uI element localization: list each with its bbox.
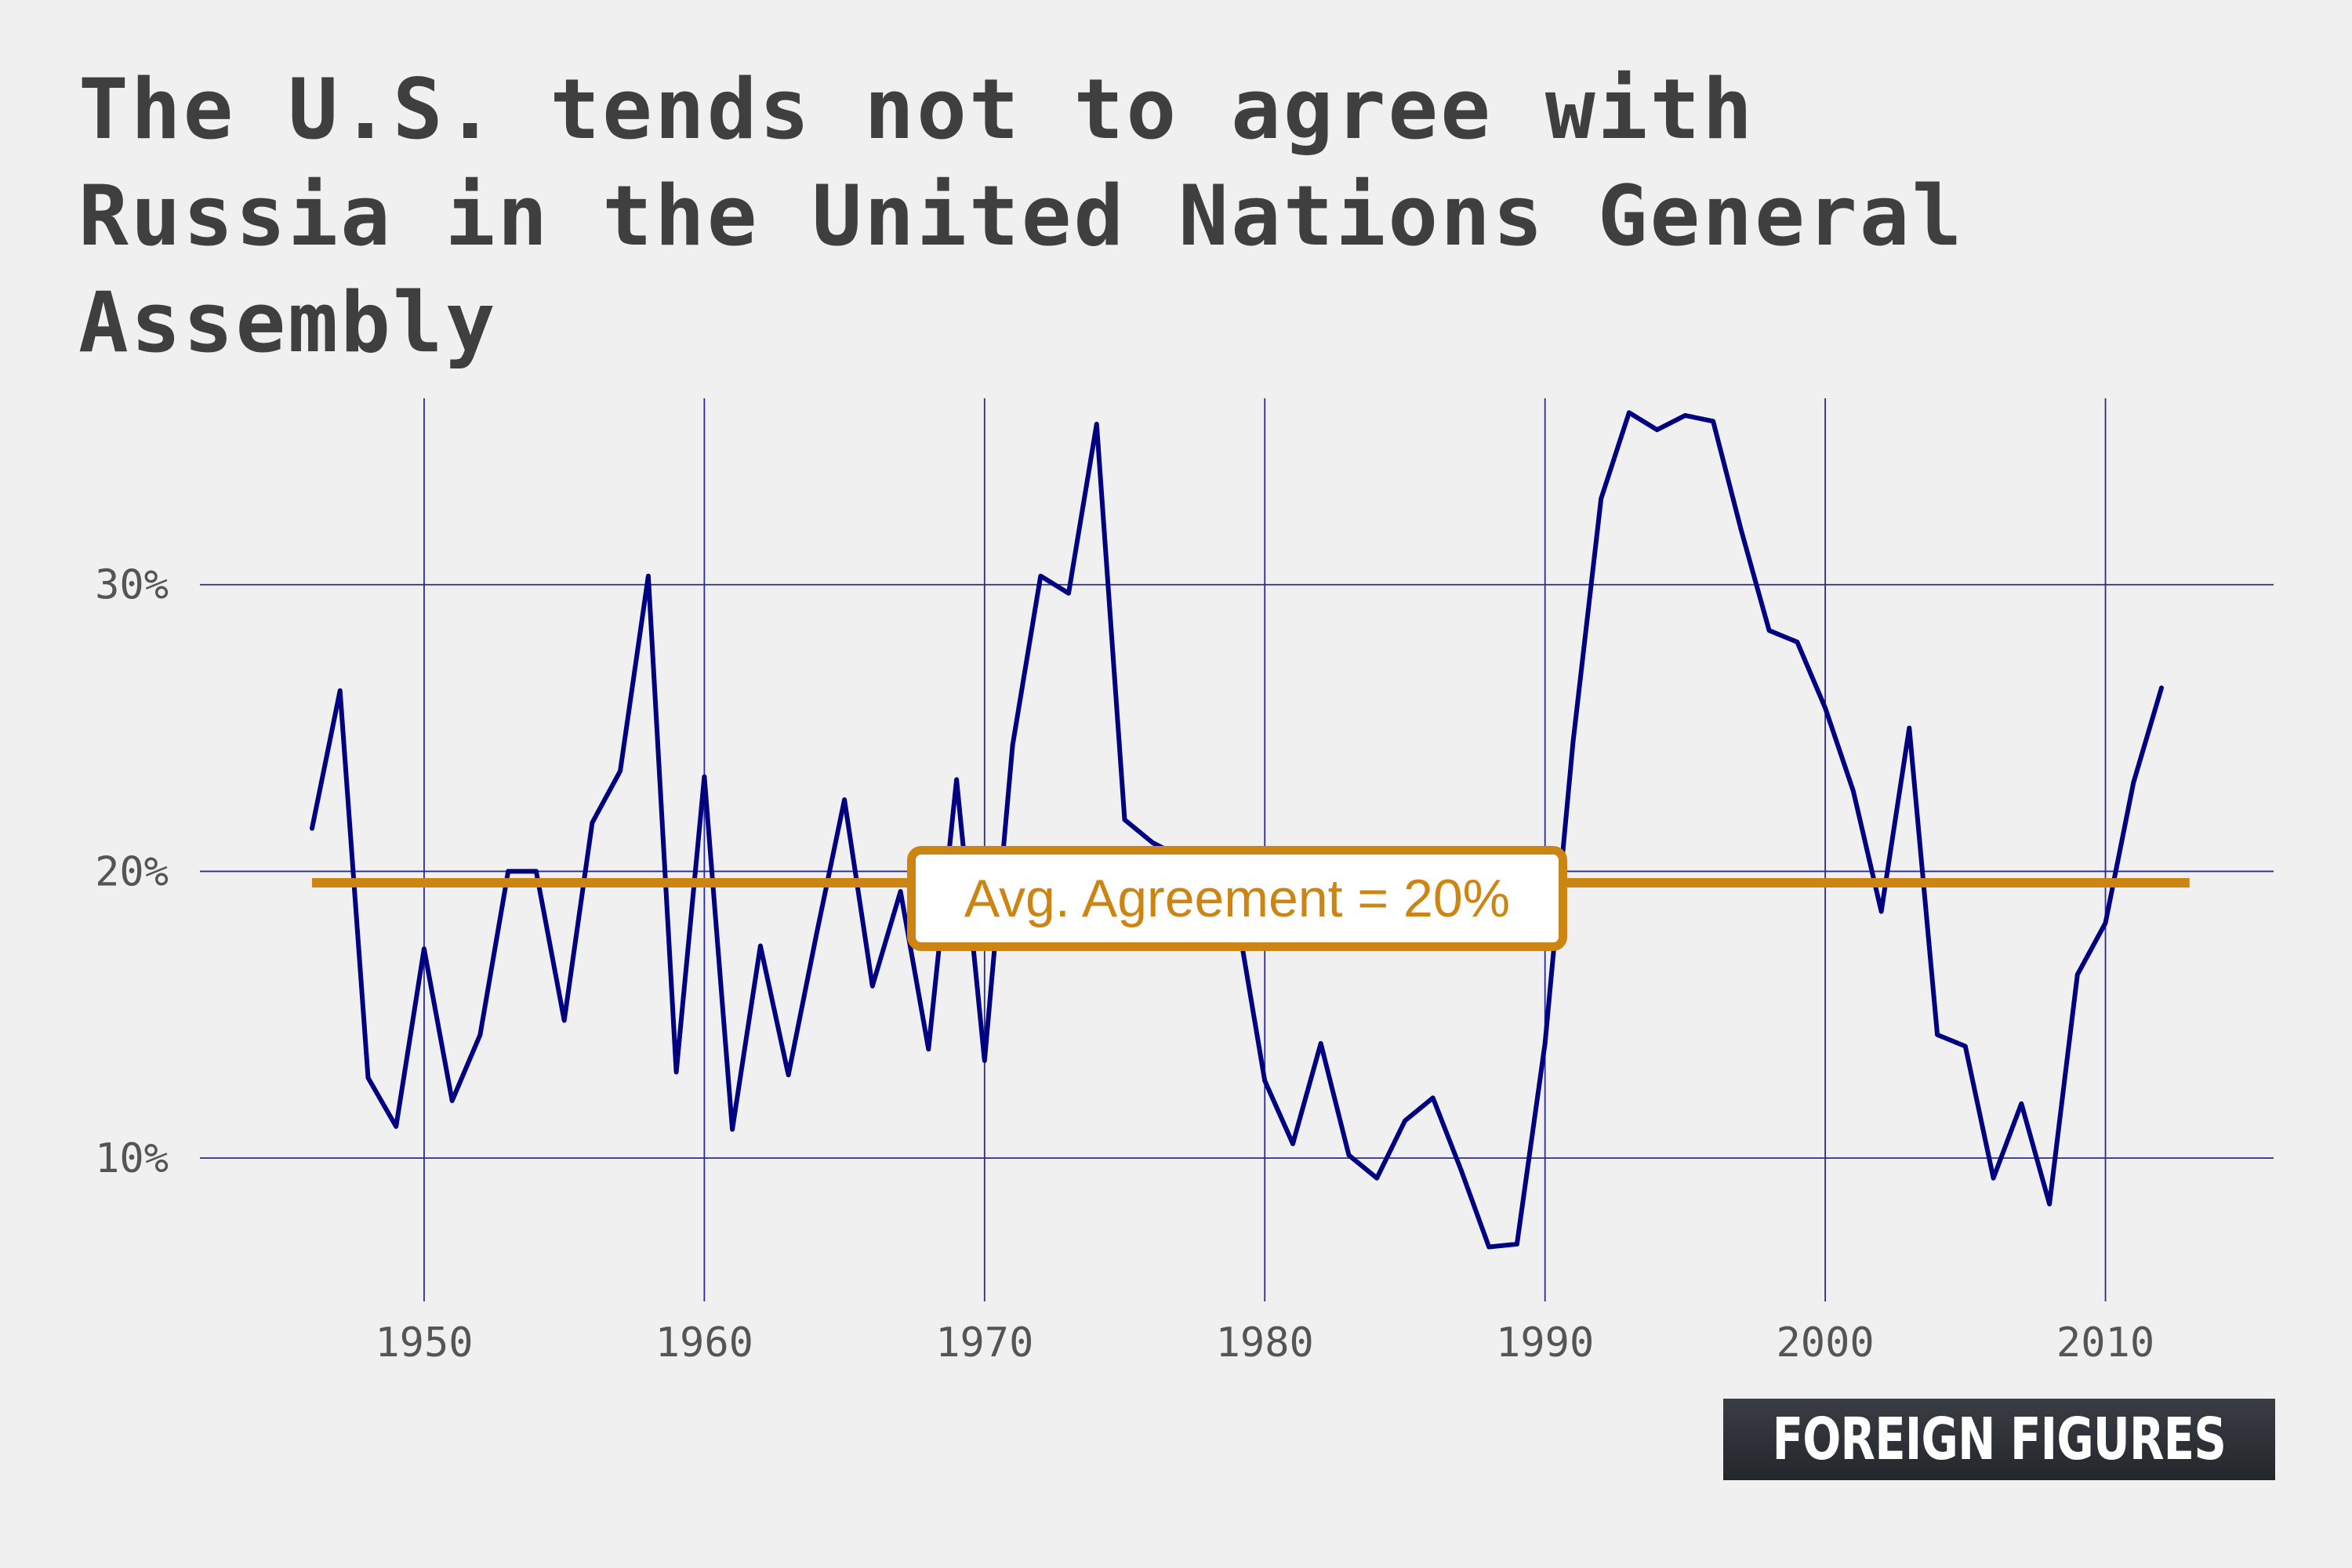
average-annotation-label: Avg. Agreement = 20% (907, 846, 1567, 951)
x-tick-label: 1950 (375, 1319, 473, 1367)
y-tick-label: 30% (95, 562, 169, 609)
axis-tick-labels: 1950 1960 1970 1980 1990 2000 2010 10% 20% 30% (95, 562, 2154, 1367)
x-tick-label: 1970 (935, 1319, 1033, 1367)
y-tick-label: 10% (95, 1135, 169, 1182)
series-line (310, 410, 2164, 1250)
chart-title: The U.S. tends not to agree with Russia … (78, 61, 1965, 371)
x-tick-label: 1980 (1216, 1319, 1314, 1367)
series-layer (310, 410, 2164, 1250)
brand-logo-text: FOREIGN FIGURES (1772, 1406, 2227, 1473)
x-tick-label: 1960 (655, 1319, 753, 1367)
y-tick-label: 20% (95, 848, 169, 895)
x-tick-label: 2000 (1776, 1319, 1874, 1367)
brand-logo: FOREIGN FIGURES (1723, 1399, 2275, 1480)
x-tick-label: 2010 (2056, 1319, 2154, 1367)
x-tick-label: 1990 (1496, 1319, 1594, 1367)
